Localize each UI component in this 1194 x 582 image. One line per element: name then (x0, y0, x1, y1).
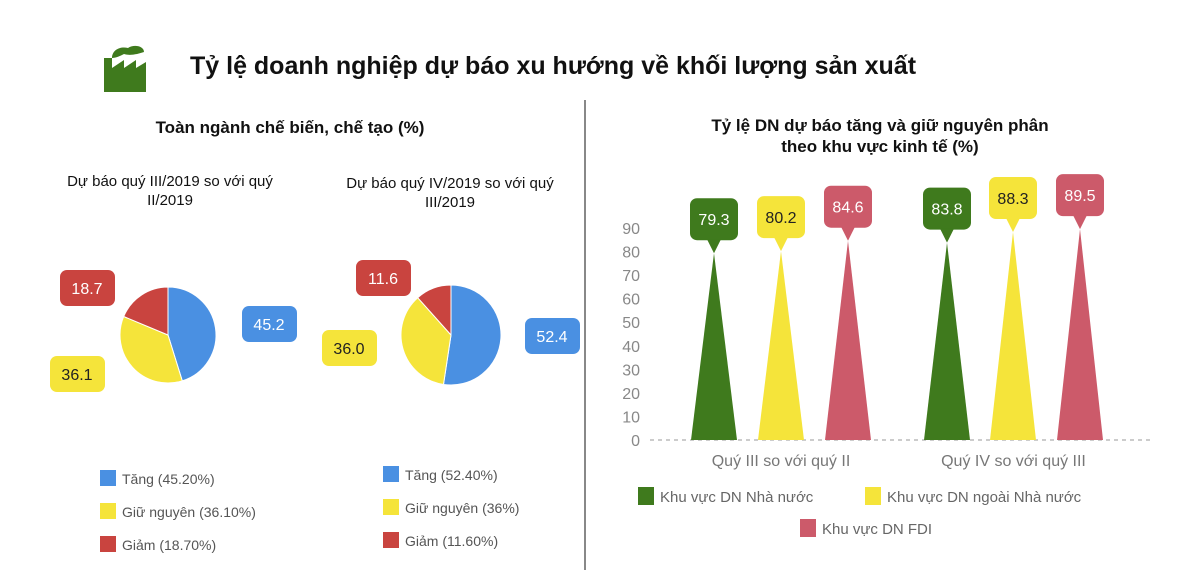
callout-pointer (841, 226, 855, 241)
data-label-box (1056, 174, 1104, 217)
pie2-subtitle: Dự báo quý IV/2019 so với quý III/2019 (346, 175, 554, 211)
legend-swatch (100, 470, 116, 486)
y-tick-label: 30 (622, 362, 640, 379)
bar-data-label: 79.3 (698, 212, 729, 229)
legend-label: Giữ nguyên (36.10%) (122, 504, 256, 520)
bar-mark (1057, 229, 1103, 440)
bar-data-label: 89.5 (1064, 188, 1095, 205)
callout-pointer (774, 237, 788, 252)
legend-label: Khu vực DN FDI (822, 521, 932, 538)
bar-data-label: 88.3 (997, 191, 1028, 208)
page-title: Tỷ lệ doanh nghiệp dự báo xu hướng về kh… (190, 52, 917, 80)
legend-swatch (383, 466, 399, 482)
legend-label: Giảm (18.70%) (122, 537, 216, 553)
data-label-box (322, 330, 377, 366)
pie-data-label: 36.1 (61, 367, 92, 384)
pie-slice (400, 296, 452, 386)
data-label-box (356, 260, 411, 296)
pie-slice (416, 284, 452, 337)
pie-data-label: 18.7 (71, 281, 102, 298)
data-label-box (989, 177, 1037, 220)
pie-data-label: 11.6 (368, 271, 398, 288)
pie-slice (167, 286, 217, 382)
bar-mark (990, 232, 1036, 440)
factory-icon (104, 45, 146, 92)
pie-slice (123, 286, 169, 336)
pie-data-label: 36.0 (333, 341, 364, 358)
y-tick-label: 20 (622, 386, 640, 403)
callout-pointer (940, 228, 954, 243)
legend-label: Khu vực DN ngoài Nhà nước (887, 489, 1082, 506)
legend-label: Tăng (45.20%) (122, 471, 215, 487)
left-panel-title: Toàn ngành chế biến, chế tạo (%) (155, 118, 425, 137)
legend-label: Tăng (52.40%) (405, 467, 498, 483)
y-tick-label: 0 (631, 433, 640, 450)
data-label-box (50, 356, 105, 392)
bar-mark (924, 242, 970, 440)
data-label-box (60, 270, 115, 306)
pie-data-label: 52.4 (536, 329, 567, 346)
x-tick-label: Quý IV so với quý III (941, 453, 1086, 470)
y-tick-label: 10 (622, 409, 640, 426)
divider (584, 100, 586, 570)
legend-swatch (865, 487, 881, 505)
bar-mark (691, 253, 737, 440)
data-label-box (242, 306, 297, 342)
y-tick-label: 70 (622, 268, 640, 285)
y-tick-label: 50 (622, 315, 640, 332)
y-tick-label: 90 (622, 221, 640, 238)
data-label-box (757, 196, 805, 239)
legend-swatch (100, 503, 116, 519)
legend-label: Khu vực DN Nhà nước (660, 489, 814, 506)
bar-chart-title: Tỷ lệ DN dự báo tăng và giữ nguyên phân … (711, 116, 1049, 156)
data-label-box (525, 318, 580, 354)
callout-pointer (1006, 218, 1020, 233)
bar-data-label: 84.6 (832, 200, 863, 217)
y-tick-label: 60 (622, 292, 640, 309)
legend-swatch (100, 536, 116, 552)
bar-data-label: 83.8 (931, 202, 962, 219)
data-label-box (690, 198, 738, 241)
pie-data-label: 45.2 (253, 317, 284, 334)
y-tick-label: 80 (622, 245, 640, 262)
data-label-box (824, 185, 872, 228)
y-tick-label: 40 (622, 339, 640, 356)
callout-pointer (1073, 215, 1087, 230)
bar-data-label: 80.2 (765, 210, 796, 227)
data-label-box (923, 187, 971, 230)
legend-swatch (638, 487, 654, 505)
legend-swatch (383, 532, 399, 548)
legend-label: Giảm (11.60%) (405, 533, 498, 549)
legend-swatch (383, 499, 399, 515)
bar-mark (825, 240, 871, 440)
pie1-subtitle: Dự báo quý III/2019 so với quý II/2019 (67, 173, 273, 209)
bar-mark (758, 251, 804, 440)
pie-slice (442, 284, 502, 386)
legend-label: Giữ nguyên (36%) (405, 500, 519, 516)
pie-slice (119, 315, 183, 384)
callout-pointer (707, 239, 721, 254)
legend-swatch (800, 519, 816, 537)
x-tick-label: Quý III so với quý II (712, 453, 851, 470)
